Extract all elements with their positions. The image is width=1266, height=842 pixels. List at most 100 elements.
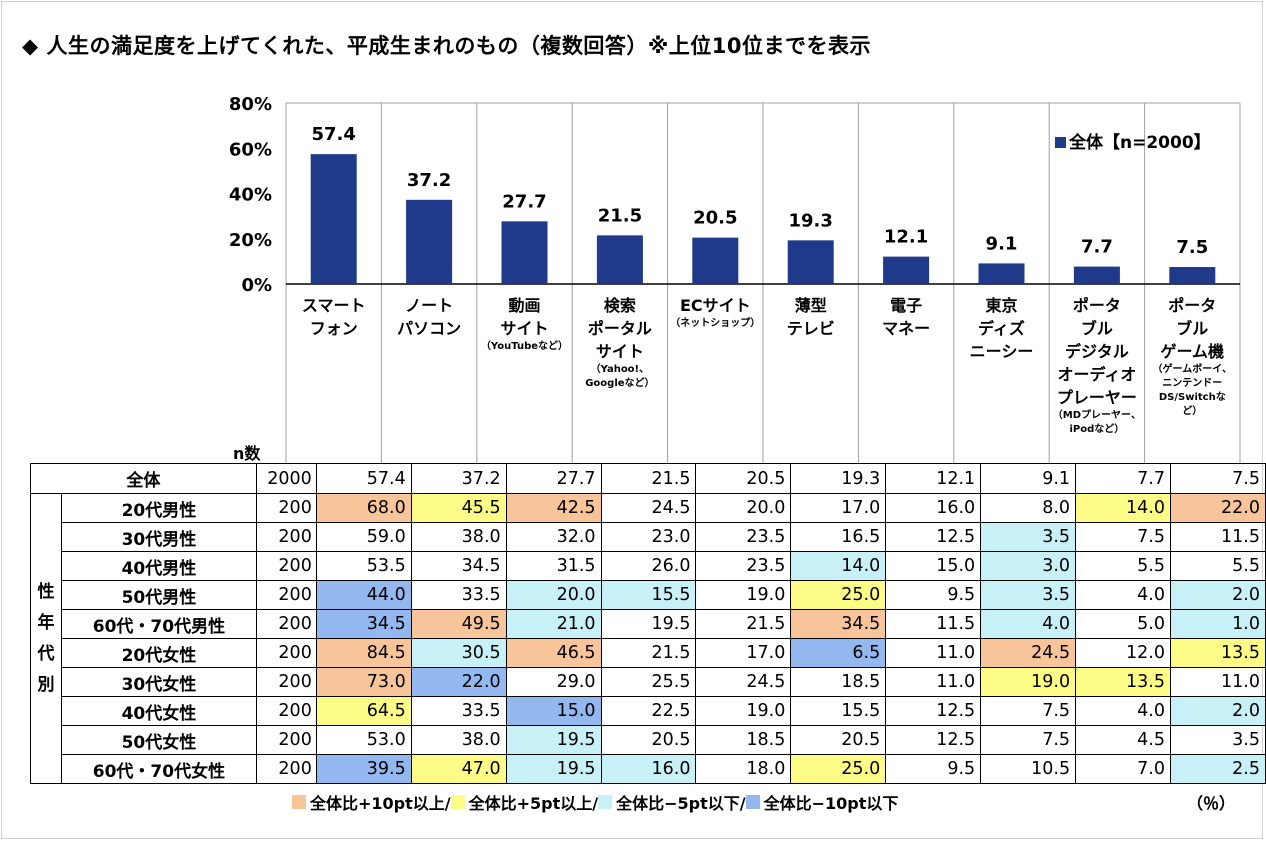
value-cell: 19.0	[980, 667, 1077, 697]
group-label-char: 代	[37, 643, 55, 664]
n-value: 200	[255, 696, 317, 726]
value-cell: 21.5	[600, 638, 697, 668]
category-label: 東京 ディズ ニーシー	[954, 294, 1049, 363]
table-row: 20代女性 200 84.5 30.5 46.5 21.5 17.0 6.5 11.0 24.5 1…	[31, 638, 1266, 668]
category-sublabel: （YouTubeなど）	[480, 341, 569, 352]
value-cell: 11.0	[885, 638, 982, 668]
bar	[406, 199, 453, 284]
bar	[501, 221, 548, 284]
category-label: 電子 マネー	[858, 294, 953, 340]
category-label-line: ポータ	[1072, 296, 1121, 315]
value-cell: 5.5	[1075, 551, 1171, 581]
value-cell: 13.5	[1075, 667, 1171, 697]
value-cell: 4.0	[1075, 696, 1171, 726]
value-cell: 15.5	[790, 696, 887, 726]
category-label-line: 薄型	[794, 296, 827, 315]
color-legend-label: 全体比−5pt以下/	[616, 794, 746, 813]
legend-swatch	[1055, 137, 1066, 148]
value-cell: 33.5	[410, 696, 507, 726]
category-label-line: ニーシー	[969, 342, 1034, 361]
value-cell: 29.0	[505, 667, 602, 697]
n-value: 200	[255, 667, 317, 697]
category-label: ECサイト （ネットショップ）	[668, 294, 763, 331]
value-cell: 25.0	[790, 580, 887, 610]
value-cell: 7.7	[1075, 463, 1171, 494]
category-label: 検索 ポータル サイト （Yahoo!、 Googleなど）	[572, 294, 667, 391]
value-cell: 6.5	[790, 638, 887, 668]
value-cell: 73.0	[315, 667, 412, 697]
group-label: 性年代別	[30, 493, 62, 784]
color-swatch	[598, 795, 613, 809]
bar	[1073, 266, 1120, 284]
value-cell: 3.5	[980, 522, 1077, 552]
value-cell: 20.0	[695, 493, 792, 523]
value-cell: 25.5	[600, 667, 697, 697]
category-label-line: ノート	[405, 296, 454, 315]
value-cell: 23.5	[695, 551, 792, 581]
value-cell: 4.0	[980, 609, 1077, 639]
value-cell: 21.5	[695, 609, 792, 639]
bar	[692, 237, 739, 284]
n-value: 2000	[255, 463, 317, 494]
category-label-line: ECサイト	[679, 296, 751, 315]
color-legend: 全体比+10pt以上/全体比+5pt以上/全体比−5pt以下/全体比−10pt以…	[292, 790, 898, 814]
category-label-line: ブル	[1176, 319, 1209, 338]
value-cell: 57.4	[315, 463, 412, 494]
color-legend-item: 全体比−10pt以下	[745, 790, 898, 814]
value-cell: 30.5	[410, 638, 507, 668]
value-cell: 10.5	[980, 754, 1077, 784]
group-label-char: 別	[37, 674, 55, 695]
color-swatch	[745, 795, 760, 809]
value-cell: 9.5	[885, 754, 982, 784]
category-label-line: オーディオ	[1057, 365, 1137, 384]
color-legend-label: 全体比+10pt以上/	[310, 794, 451, 813]
color-legend-item: 全体比+10pt以上/	[292, 790, 451, 814]
value-cell: 11.5	[885, 609, 982, 639]
row-label: 50代女性	[60, 725, 257, 755]
value-cell: 53.0	[315, 725, 412, 755]
value-cell: 20.5	[600, 725, 697, 755]
category-label-line: スマート	[301, 296, 366, 315]
value-cell: 20.5	[695, 463, 792, 494]
value-cell: 2.5	[1169, 754, 1266, 784]
value-cell: 17.0	[695, 638, 792, 668]
category-label: ポータ ブル ゲーム機 （ゲームボーイ、 ニンテンドー DS/Switchな ど）	[1145, 294, 1240, 419]
table-row: 50代男性 200 44.0 33.5 20.0 15.5 19.0 25.0 9.5 3.5 4.…	[31, 580, 1266, 610]
row-label: 50代男性	[60, 580, 257, 610]
value-cell: 3.0	[980, 551, 1077, 581]
category-sublabel: （ゲームボーイ、	[1152, 364, 1233, 375]
bar-chart: 0% 20% 40% 60% 80% 57.4 37.2 27.7 21.5 20.5 19.3 12…	[229, 94, 1241, 463]
value-cell: 13.5	[1169, 638, 1266, 668]
category-label: 薄型 テレビ	[763, 294, 858, 340]
value-cell: 22.0	[1169, 493, 1266, 523]
n-value: 200	[255, 551, 317, 581]
category-label-line: 東京	[985, 296, 1018, 315]
value-cell: 22.5	[600, 696, 697, 726]
category-label-line: サイト	[595, 342, 644, 361]
color-swatch	[292, 795, 306, 809]
value-cell: 14.0	[1075, 493, 1171, 523]
value-cell: 7.0	[1075, 754, 1171, 784]
value-cell: 23.0	[600, 522, 697, 552]
category-label-line: ポータル	[587, 319, 652, 338]
n-value: 200	[255, 609, 317, 639]
value-cell: 11.0	[885, 667, 982, 697]
value-cell: 47.0	[410, 754, 507, 784]
value-cell: 24.5	[695, 667, 792, 697]
value-cell: 33.5	[410, 580, 507, 610]
table-row: 60代・70代女性 200 39.5 47.0 19.5 16.0 18.0 25.0 9.5 1…	[31, 754, 1266, 784]
value-cell: 46.5	[505, 638, 602, 668]
value-cell: 68.0	[315, 493, 412, 523]
value-cell: 44.0	[315, 580, 412, 610]
value-cell: 59.0	[315, 522, 412, 552]
value-cell: 38.0	[410, 522, 507, 552]
n-value: 200	[255, 638, 317, 668]
value-cell: 38.0	[410, 725, 507, 755]
color-legend-item: 全体比+5pt以上/	[450, 790, 598, 814]
category-sublabel: （ネットショップ）	[670, 318, 761, 329]
value-cell: 15.0	[505, 696, 602, 726]
data-label: 57.4	[311, 124, 355, 145]
value-cell: 26.0	[600, 551, 697, 581]
n-value: 200	[255, 522, 317, 552]
